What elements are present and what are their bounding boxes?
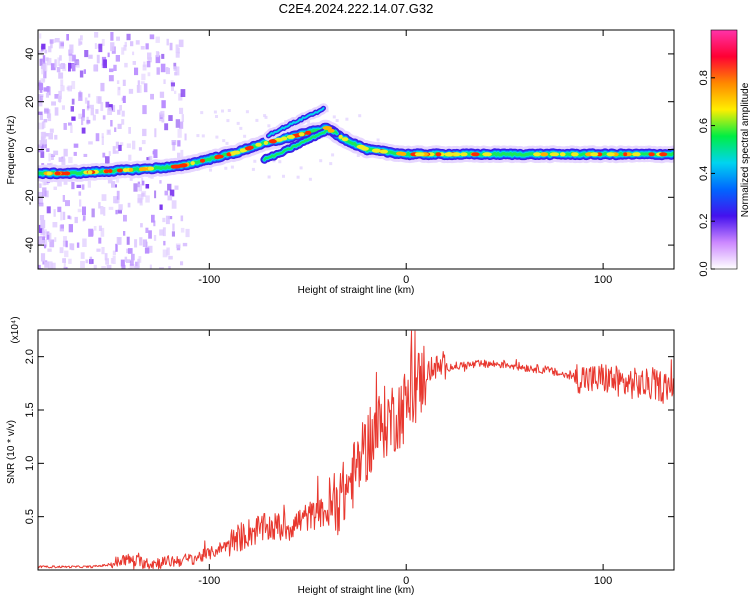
track-hotspot bbox=[471, 152, 480, 157]
track-hotspot bbox=[414, 152, 425, 157]
track-hotspot bbox=[451, 152, 461, 157]
spectrogram-y-label: Frequency (Hz) bbox=[6, 116, 17, 185]
snr-background bbox=[38, 330, 674, 570]
track-hotspot bbox=[190, 161, 195, 166]
colorbar-gradient bbox=[710, 29, 738, 270]
track-hotspot bbox=[571, 152, 579, 157]
track-hotspot bbox=[540, 152, 549, 157]
track-hotspot bbox=[590, 152, 599, 157]
colorbar-tick-label: 0.4 bbox=[698, 166, 710, 181]
track-hotspot bbox=[199, 158, 206, 163]
spectrogram-y-ticks: -40 -20 0 20 40 bbox=[24, 48, 674, 253]
snr-series-line bbox=[38, 330, 674, 570]
track-hotspot bbox=[54, 171, 61, 176]
upper-echo-layer-2 bbox=[267, 107, 325, 137]
track-hotspot bbox=[244, 146, 253, 151]
track-hotspot bbox=[632, 152, 641, 157]
track-hotspot bbox=[263, 140, 269, 145]
y-tick-label: 1.0 bbox=[24, 456, 36, 471]
track-hotspot bbox=[659, 152, 668, 157]
colorbar-tick-label: 0.6 bbox=[698, 118, 710, 133]
track-hotspot bbox=[338, 134, 343, 139]
track-hotspot bbox=[268, 139, 277, 144]
snr-x-ticks: -100 0 100 bbox=[198, 330, 612, 587]
colorbar: 0.0 0.2 0.4 0.6 0.8 Normalized spectral ampl… bbox=[698, 29, 750, 277]
y-tick-label: 1.5 bbox=[24, 402, 36, 417]
spectrogram-noise bbox=[38, 32, 384, 269]
track-hotspot bbox=[435, 152, 442, 157]
track-hotspot bbox=[170, 164, 177, 169]
track-hotspot bbox=[103, 169, 109, 174]
snr-y-label: SNR (10 * v/v) bbox=[6, 420, 17, 484]
track-hotspot bbox=[122, 168, 129, 173]
colorbar-tick-label: 0.8 bbox=[698, 70, 710, 85]
spectrogram-panel: -100 0 100 -40 -20 0 20 40 Height of straight … bbox=[6, 29, 675, 296]
x-tick-label: 100 bbox=[594, 274, 612, 286]
track-hotspot bbox=[549, 152, 560, 157]
colorbar-tick-label: 0.2 bbox=[698, 214, 710, 229]
track-hotspot bbox=[623, 152, 628, 157]
x-tick-label: 100 bbox=[594, 575, 612, 587]
track-hotspot bbox=[147, 166, 153, 171]
colorbar-label: Normalized spectral amplitude bbox=[740, 82, 750, 217]
track-hotspot bbox=[46, 171, 52, 176]
track-hotspot bbox=[215, 154, 224, 159]
track-hotspot bbox=[286, 134, 295, 139]
track-hotspot bbox=[108, 169, 113, 173]
track-hotspot bbox=[606, 152, 615, 157]
track-hotspot bbox=[444, 152, 454, 157]
x-tick-label: 0 bbox=[403, 575, 409, 587]
secondary-track-layer-2 bbox=[263, 128, 338, 161]
spectrogram-x-ticks: -100 0 100 bbox=[198, 30, 612, 286]
track-hotspot bbox=[482, 152, 492, 157]
track-hotspot bbox=[180, 163, 188, 168]
track-hotspot bbox=[648, 152, 655, 157]
track-hotspot bbox=[341, 137, 349, 142]
snr-y-multiplier: (x10⁴) bbox=[10, 316, 21, 343]
track-hotspot bbox=[62, 171, 71, 176]
track-hotspot bbox=[128, 167, 134, 172]
track-hotspot bbox=[356, 144, 366, 149]
colorbar-tick-label: 0.0 bbox=[698, 261, 710, 276]
y-tick-label: 20 bbox=[24, 96, 36, 108]
track-hotspot bbox=[396, 151, 404, 156]
snr-frame bbox=[37, 329, 675, 571]
track-hotspot bbox=[379, 149, 388, 154]
x-tick-label: 0 bbox=[403, 274, 409, 286]
y-tick-label: -20 bbox=[24, 189, 36, 205]
y-tick-label: 0 bbox=[24, 146, 36, 152]
x-tick-label: -100 bbox=[198, 575, 220, 587]
figure-title: C2E4.2024.222.14.07.G32 bbox=[279, 1, 434, 16]
spectrogram-x-label: Height of straight line (km) bbox=[298, 285, 415, 296]
y-tick-label: 40 bbox=[24, 48, 36, 60]
track-hotspot bbox=[139, 167, 144, 172]
track-hotspot bbox=[460, 152, 468, 157]
snr-x-label: Height of straight line (km) bbox=[298, 585, 415, 596]
x-tick-label: -100 bbox=[198, 274, 220, 286]
snr-y-ticks: 0.5 1.0 1.5 2.0 bbox=[24, 349, 674, 524]
track-hotspot bbox=[327, 128, 335, 133]
y-tick-label: 2.0 bbox=[24, 349, 36, 364]
track-hotspot bbox=[116, 168, 123, 173]
track-hotspot bbox=[87, 170, 93, 175]
track-hotspot bbox=[372, 148, 381, 153]
y-tick-label: -40 bbox=[24, 237, 36, 253]
track-hotspot bbox=[559, 152, 566, 157]
snr-panel: -100 0 100 0.5 1.0 1.5 2.0 Height of straight… bbox=[6, 316, 675, 596]
track-hotspot bbox=[533, 152, 541, 157]
spectrogram-tracks bbox=[38, 103, 674, 183]
y-tick-label: 0.5 bbox=[24, 509, 36, 524]
colorbar-ticks: 0.0 0.2 0.4 0.6 0.8 bbox=[698, 70, 715, 277]
track-hotspot bbox=[274, 137, 284, 142]
track-hotspot bbox=[255, 142, 262, 147]
track-hotspot bbox=[305, 130, 312, 135]
track-hotspot bbox=[298, 132, 305, 137]
track-hotspot bbox=[230, 151, 237, 156]
